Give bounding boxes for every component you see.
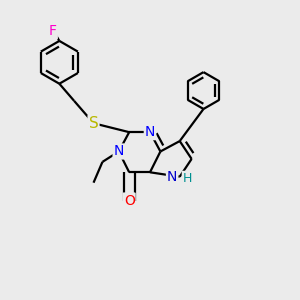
Text: N: N bbox=[114, 145, 124, 158]
Text: F: F bbox=[49, 24, 57, 38]
Text: N: N bbox=[145, 125, 155, 139]
Text: N: N bbox=[167, 170, 177, 184]
Text: S: S bbox=[89, 116, 98, 131]
Text: O: O bbox=[124, 194, 135, 208]
Text: H: H bbox=[183, 172, 192, 185]
